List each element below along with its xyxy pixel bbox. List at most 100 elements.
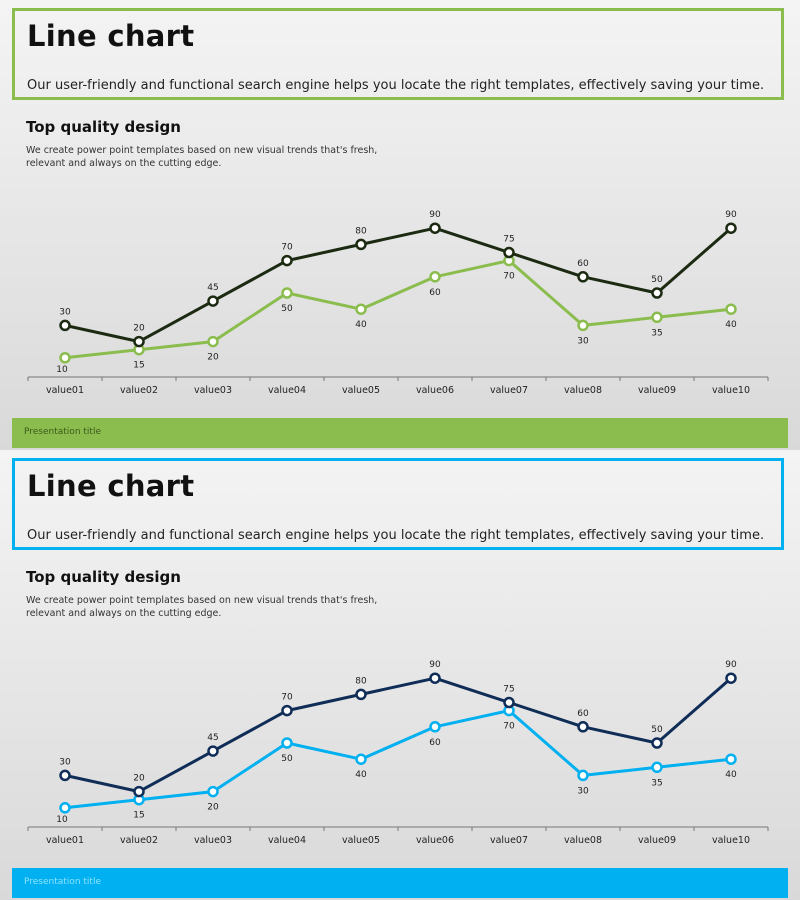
series-1-data-label: 70 xyxy=(281,243,293,253)
series-2-data-label: 60 xyxy=(429,288,441,298)
series-2-point xyxy=(651,311,663,324)
series-2-point xyxy=(59,802,71,814)
series-2-data-label: 10 xyxy=(56,365,68,375)
series-1-point xyxy=(503,246,515,259)
series-1-line xyxy=(64,676,732,794)
x-tick-label: value09 xyxy=(638,835,676,846)
series-1-point xyxy=(59,319,71,332)
series-2-data-label: 15 xyxy=(133,361,144,371)
line-chart: value01 value02 value03 value04 value05 value… xyxy=(27,210,769,396)
series-2-point xyxy=(429,271,441,283)
title-box: Line chart Our user-friendly and functio… xyxy=(12,458,784,550)
series-1-data-label: 90 xyxy=(429,210,441,220)
x-tick-label: value04 xyxy=(268,385,306,396)
series-1-point xyxy=(133,785,145,798)
series-1-data-label: 90 xyxy=(725,660,737,670)
x-tick-label: value07 xyxy=(490,835,528,846)
footer-label: Presentation title xyxy=(24,877,101,887)
series-2-point xyxy=(577,319,589,332)
series-1-data-label: 80 xyxy=(355,676,367,686)
series-1-data-label: 90 xyxy=(725,210,737,220)
series-2-point xyxy=(281,287,293,299)
series-1-point xyxy=(651,287,663,299)
series-2-data-label: 40 xyxy=(355,770,367,780)
x-tick-label: value03 xyxy=(194,385,232,396)
series-1-data-label: 75 xyxy=(503,685,514,695)
series-1-point xyxy=(133,335,145,348)
section-heading: Top quality design xyxy=(26,118,181,136)
series-2-line xyxy=(64,259,732,360)
series-1-point xyxy=(207,295,219,307)
series-2-data-label: 60 xyxy=(429,738,441,748)
series-2-data-label: 20 xyxy=(207,803,219,813)
x-tick-label: value02 xyxy=(120,385,158,396)
series-1-data-label: 50 xyxy=(651,275,663,285)
series-2-data-label: 50 xyxy=(281,754,293,764)
series-1-data-label: 60 xyxy=(577,259,589,269)
series-2-data-label: 20 xyxy=(207,353,219,363)
series-2-data-label: 70 xyxy=(503,272,515,282)
slide-1: Line chart Our user-friendly and functio… xyxy=(0,0,800,450)
series-2-line xyxy=(64,709,732,810)
series-1-point xyxy=(355,238,367,251)
title-box: Line chart Our user-friendly and functio… xyxy=(12,8,784,100)
x-tick-label: value08 xyxy=(564,835,602,846)
series-2-data-label: 40 xyxy=(355,320,367,330)
section-text: We create power point templates based on… xyxy=(26,145,378,169)
series-2-data-label: 30 xyxy=(577,336,589,346)
series-2-point xyxy=(207,785,219,798)
series-1-point xyxy=(429,222,441,234)
series-1-point xyxy=(725,672,737,684)
x-tick-label: value09 xyxy=(638,385,676,396)
x-tick-label: value01 xyxy=(46,835,84,846)
series-1-point xyxy=(429,672,441,684)
section-text: We create power point templates based on… xyxy=(26,595,378,619)
series-1-point xyxy=(577,271,589,283)
line-chart: value01 value02 value03 value04 value05 value… xyxy=(27,660,769,846)
x-tick-label: value01 xyxy=(46,385,84,396)
series-2-data-label: 40 xyxy=(725,770,737,780)
x-tick-label: value03 xyxy=(194,835,232,846)
x-tick-label: value06 xyxy=(416,385,454,396)
slide-title: Line chart xyxy=(27,469,195,503)
series-1-point xyxy=(577,721,589,733)
series-2-point xyxy=(207,335,219,348)
section-heading: Top quality design xyxy=(26,568,181,586)
series-1-data-label: 90 xyxy=(429,660,441,670)
x-tick-label: value10 xyxy=(712,385,750,396)
series-2-data-label: 30 xyxy=(577,786,589,796)
slide-description: Our user-friendly and functional search … xyxy=(27,78,765,93)
x-tick-label: value04 xyxy=(268,835,306,846)
series-1-point xyxy=(355,688,367,701)
series-1-data-label: 45 xyxy=(207,283,218,293)
series-1-point xyxy=(651,737,663,749)
series-2-data-label: 15 xyxy=(133,811,144,821)
series-1-data-label: 45 xyxy=(207,733,218,743)
footer-bar: Presentation title xyxy=(12,868,788,898)
series-2-data-label: 70 xyxy=(503,722,515,732)
series-1-data-label: 20 xyxy=(133,324,145,334)
series-1-point xyxy=(281,704,293,717)
slide-description: Our user-friendly and functional search … xyxy=(27,528,765,543)
series-1-data-label: 75 xyxy=(503,235,514,245)
series-1-line xyxy=(64,226,732,344)
series-1-data-label: 20 xyxy=(133,774,145,784)
footer-bar: Presentation title xyxy=(12,418,788,448)
series-1-data-label: 30 xyxy=(59,307,71,317)
x-tick-label: value10 xyxy=(712,835,750,846)
x-tick-label: value02 xyxy=(120,835,158,846)
series-1-data-label: 60 xyxy=(577,709,589,719)
slide-2: Line chart Our user-friendly and functio… xyxy=(0,450,800,900)
series-1-point xyxy=(281,254,293,267)
series-2-data-label: 10 xyxy=(56,815,68,825)
series-1-point xyxy=(725,222,737,234)
series-2-point xyxy=(725,753,737,765)
series-1-point xyxy=(59,769,71,782)
x-tick-label: value07 xyxy=(490,385,528,396)
series-2-data-label: 40 xyxy=(725,320,737,330)
x-tick-label: value05 xyxy=(342,385,380,396)
series-1-data-label: 70 xyxy=(281,693,293,703)
series-1-data-label: 80 xyxy=(355,226,367,236)
series-1-point xyxy=(207,745,219,757)
series-2-point xyxy=(355,753,367,765)
